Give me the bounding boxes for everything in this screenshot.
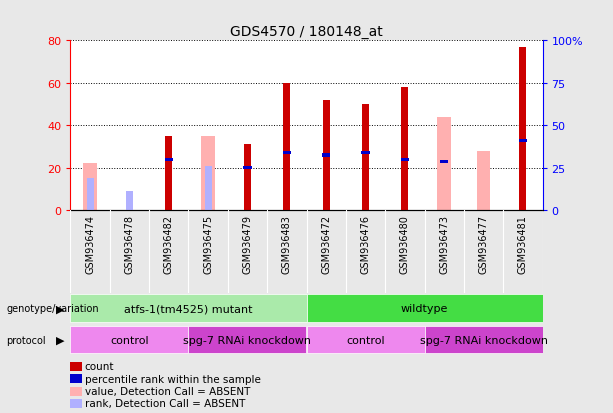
Text: GSM936483: GSM936483 <box>282 215 292 273</box>
Text: protocol: protocol <box>6 335 46 345</box>
Bar <box>244 145 251 211</box>
Bar <box>519 139 527 142</box>
Text: percentile rank within the sample: percentile rank within the sample <box>85 374 261 384</box>
Bar <box>166 137 172 211</box>
Bar <box>519 47 527 211</box>
Bar <box>283 152 291 155</box>
Title: GDS4570 / 180148_at: GDS4570 / 180148_at <box>230 25 383 39</box>
Text: GSM936479: GSM936479 <box>243 215 253 274</box>
Text: GSM936480: GSM936480 <box>400 215 410 273</box>
Bar <box>283 83 291 211</box>
Text: GSM936482: GSM936482 <box>164 215 174 274</box>
Bar <box>243 167 252 170</box>
Text: genotype/variation: genotype/variation <box>6 304 99 314</box>
Bar <box>189 326 306 354</box>
Bar <box>164 158 173 161</box>
Text: ▶: ▶ <box>56 304 64 314</box>
Text: GSM936478: GSM936478 <box>124 215 134 274</box>
Bar <box>126 192 133 211</box>
Bar <box>402 88 408 211</box>
Text: GSM936477: GSM936477 <box>479 215 489 274</box>
Bar <box>440 160 449 164</box>
Bar <box>70 295 306 323</box>
Bar <box>86 179 94 211</box>
Bar <box>306 326 424 354</box>
Bar <box>437 117 451 211</box>
Text: count: count <box>85 361 114 371</box>
Text: GSM936475: GSM936475 <box>203 215 213 274</box>
Text: rank, Detection Call = ABSENT: rank, Detection Call = ABSENT <box>85 399 245 408</box>
Bar <box>424 326 543 354</box>
Text: GSM936481: GSM936481 <box>518 215 528 273</box>
Bar <box>322 154 330 157</box>
Bar <box>322 100 330 211</box>
Bar <box>477 151 490 211</box>
Text: GSM936473: GSM936473 <box>439 215 449 274</box>
Text: GSM936476: GSM936476 <box>360 215 370 274</box>
Text: control: control <box>110 335 149 345</box>
Bar <box>362 105 369 211</box>
Text: spg-7 RNAi knockdown: spg-7 RNAi knockdown <box>419 335 547 345</box>
Text: ▶: ▶ <box>56 335 64 345</box>
Bar <box>83 164 97 211</box>
Bar <box>306 295 543 323</box>
Bar <box>361 152 370 155</box>
Text: GSM936472: GSM936472 <box>321 215 331 274</box>
Text: spg-7 RNAi knockdown: spg-7 RNAi knockdown <box>183 335 311 345</box>
Text: wildtype: wildtype <box>401 304 448 314</box>
Text: atfs-1(tm4525) mutant: atfs-1(tm4525) mutant <box>124 304 253 314</box>
Bar <box>70 326 189 354</box>
Text: control: control <box>346 335 385 345</box>
Bar <box>201 137 215 211</box>
Text: GSM936474: GSM936474 <box>85 215 95 274</box>
Bar <box>205 166 211 211</box>
Bar <box>400 158 409 161</box>
Text: value, Detection Call = ABSENT: value, Detection Call = ABSENT <box>85 386 250 396</box>
